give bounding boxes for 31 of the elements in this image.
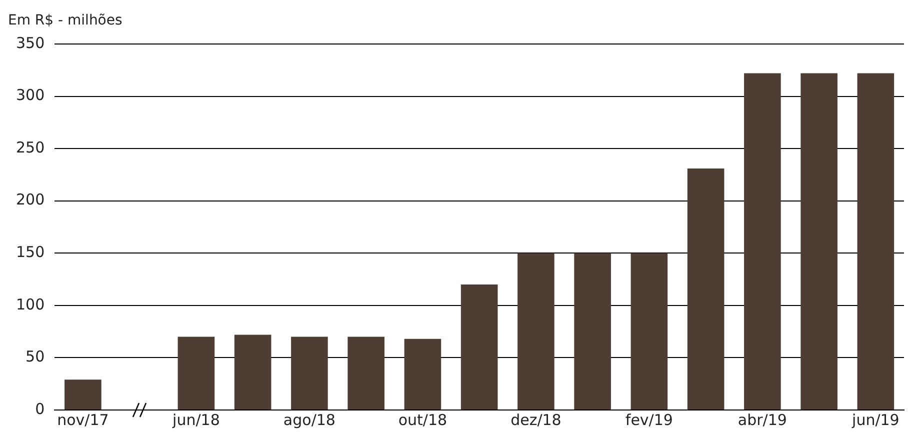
y-tick-label: 50 — [26, 348, 45, 366]
x-tick-label: ago/18 — [283, 410, 336, 429]
bar — [348, 336, 384, 410]
bar — [64, 380, 102, 410]
x-tick-label: fev/19 — [625, 410, 673, 429]
y-axis-title: Em R$ - milhões — [8, 12, 122, 29]
bar — [857, 73, 894, 410]
bar — [744, 73, 781, 410]
y-tick-label: 0 — [35, 400, 45, 418]
y-tick-label: 100 — [16, 295, 45, 314]
x-tick-label: dez/18 — [510, 410, 562, 429]
y-tick-label: 300 — [16, 86, 45, 104]
x-tick-label: out/18 — [398, 410, 448, 429]
bar — [460, 284, 498, 410]
y-tick-label: 200 — [16, 190, 45, 209]
x-tick-label: jun/18 — [172, 410, 220, 429]
bar — [630, 253, 668, 410]
y-tick-label: 350 — [16, 34, 45, 52]
bar — [178, 336, 215, 410]
y-tick-label: 250 — [16, 138, 45, 156]
x-tick-label: nov/17 — [57, 410, 109, 429]
bar — [234, 334, 272, 410]
y-tick-label: 150 — [16, 243, 45, 262]
bar — [404, 338, 442, 410]
x-tick-label: abr/19 — [738, 410, 787, 429]
bar — [574, 253, 611, 410]
bar — [687, 168, 724, 410]
x-tick-label: jun/19 — [851, 410, 900, 429]
bar — [800, 73, 838, 410]
bar — [291, 336, 328, 410]
bar — [518, 253, 554, 410]
